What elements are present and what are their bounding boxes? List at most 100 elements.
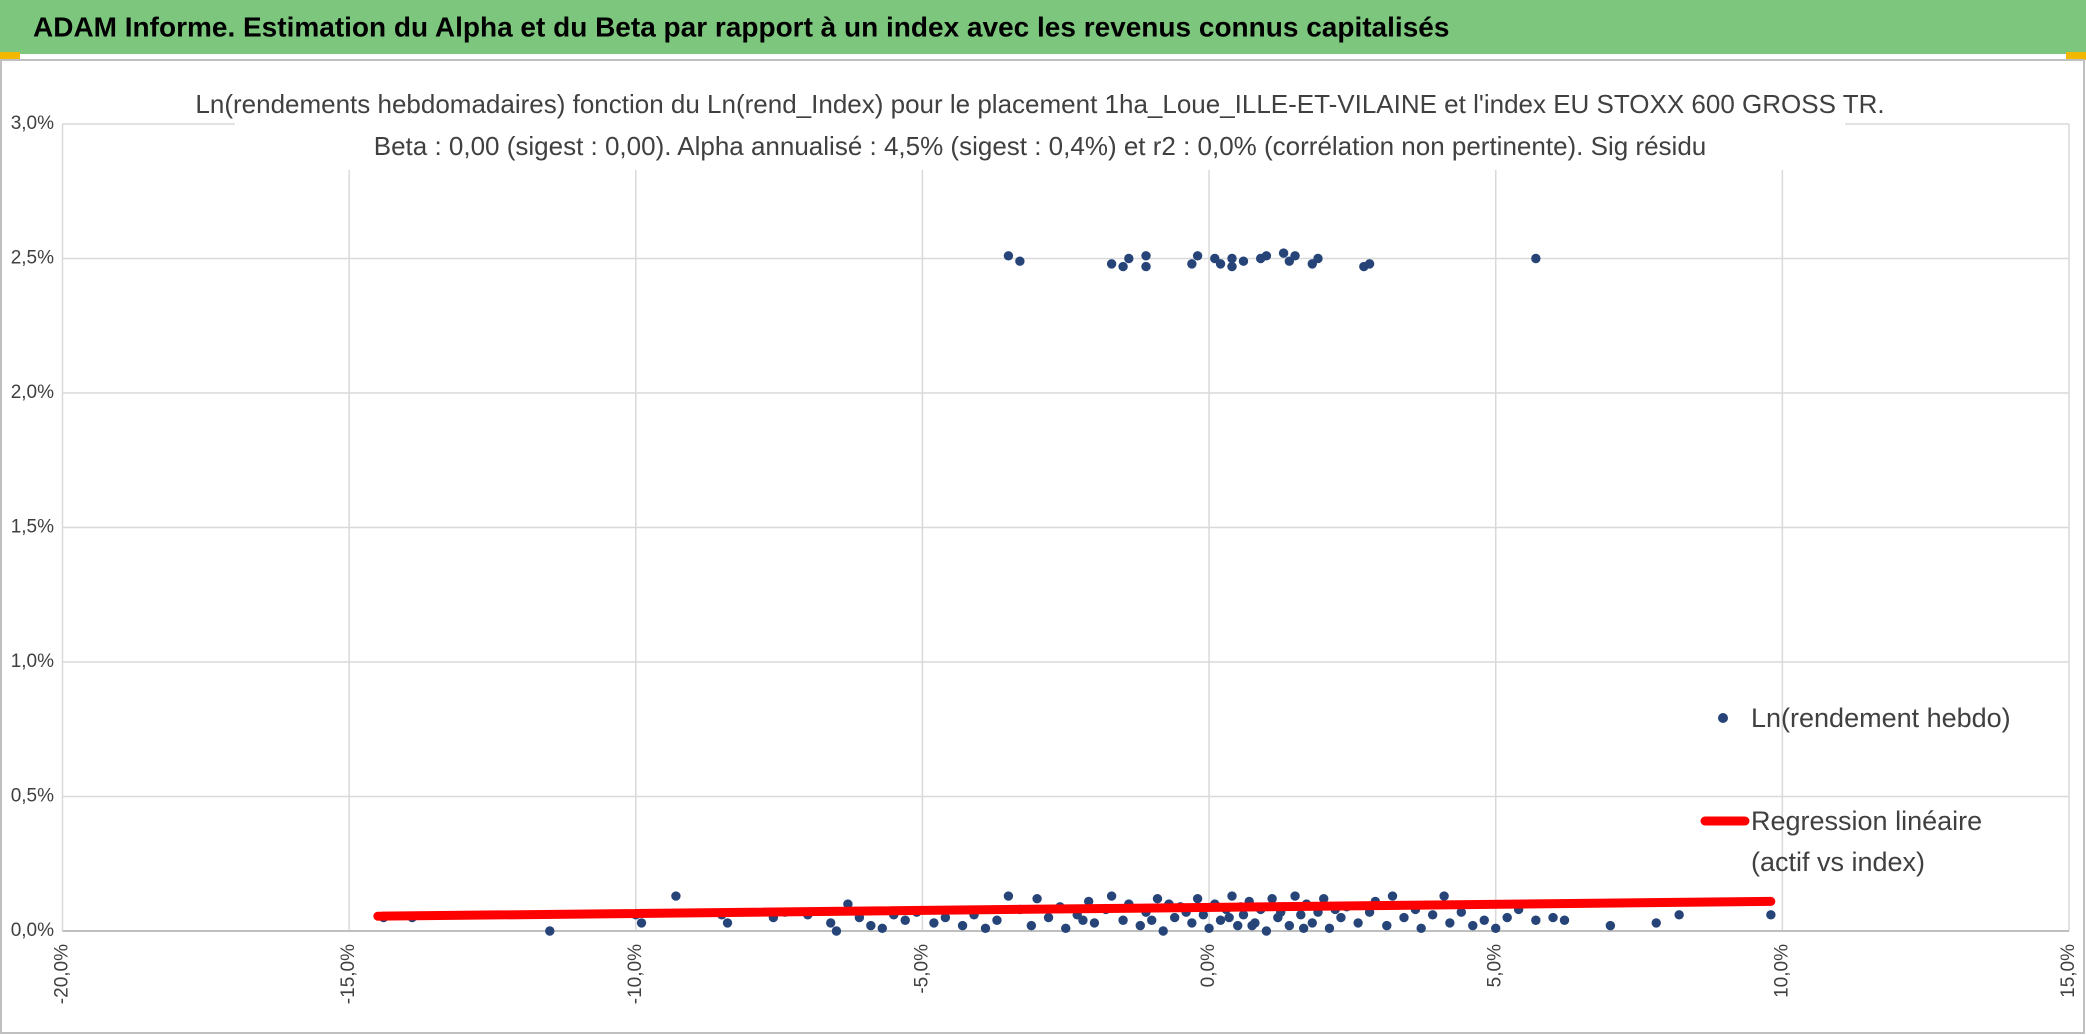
point: [900, 915, 910, 925]
point: [545, 926, 555, 936]
point: [1319, 894, 1329, 904]
point: [1284, 920, 1295, 931]
point: [636, 918, 647, 928]
point: [1382, 920, 1392, 931]
point: [1187, 259, 1197, 269]
point: [1261, 251, 1272, 261]
y-tick-label: 1,0%: [11, 651, 54, 672]
point: [1313, 253, 1323, 264]
x-tick-label: -15,0%: [338, 944, 359, 1004]
point: [1043, 912, 1054, 923]
point: [1766, 910, 1776, 920]
regression-line: [373, 896, 1776, 921]
point: [1674, 910, 1684, 920]
point: [1089, 918, 1100, 928]
point: [929, 918, 939, 928]
point: [1416, 923, 1426, 934]
point: [1278, 248, 1289, 258]
point: [1141, 251, 1151, 261]
point: [1003, 891, 1014, 901]
point: [1135, 920, 1145, 931]
point: [957, 920, 968, 931]
point: [1247, 920, 1257, 931]
x-tick-label: 10,0%: [1771, 944, 1792, 998]
point: [1307, 918, 1317, 928]
y-tick-label: 2,5%: [11, 248, 54, 269]
point: [1003, 251, 1014, 261]
point: [1468, 920, 1478, 931]
point: [877, 923, 887, 934]
legend-label: Regression linéaire (actif vs index): [1751, 806, 1983, 877]
point: [1227, 253, 1237, 264]
point: [826, 918, 836, 928]
point: [1651, 918, 1661, 928]
y-tick-label: 1,5%: [11, 517, 54, 538]
title-background: [235, 86, 1845, 170]
legend-marker: [1718, 713, 1728, 723]
chart-subtitle: Beta : 0,00 (sigest : 0,00). Alpha annua…: [374, 131, 1707, 161]
point: [1124, 253, 1134, 264]
point: [1559, 915, 1570, 925]
corner-mark: [2066, 52, 2086, 60]
point: [1456, 907, 1467, 917]
x-tick-label: 15,0%: [2058, 944, 2079, 998]
point: [1324, 923, 1335, 934]
point: [1531, 915, 1541, 925]
point: [1399, 912, 1409, 923]
point: [1083, 896, 1094, 907]
corner-mark: [0, 52, 20, 60]
x-tick-label: -5,0%: [911, 944, 932, 994]
point: [1296, 910, 1306, 920]
point: [1387, 891, 1398, 901]
point: [1215, 915, 1226, 925]
point: [1336, 912, 1346, 923]
point: [1227, 891, 1237, 901]
point: [1261, 926, 1272, 936]
point: [1026, 920, 1037, 931]
y-tick-label: 3,0%: [11, 113, 54, 134]
point: [1548, 912, 1558, 923]
point: [1445, 918, 1455, 928]
point: [992, 915, 1002, 925]
point: [1118, 915, 1128, 925]
point: [1032, 894, 1042, 904]
point: [1187, 918, 1197, 928]
point: [1491, 923, 1501, 934]
point: [671, 891, 681, 901]
point: [1353, 918, 1363, 928]
x-tick-label: 0,0%: [1198, 944, 1219, 987]
point: [1531, 253, 1541, 264]
point: [1106, 891, 1117, 901]
point: [1605, 920, 1616, 931]
point: [1224, 912, 1234, 923]
point: [843, 899, 853, 909]
chart-title: Ln(rendements hebdomadaires) fonction du…: [195, 89, 1884, 119]
point: [940, 912, 951, 923]
point: [1298, 923, 1309, 934]
y-tick-label: 2,0%: [11, 382, 54, 403]
point: [1152, 894, 1163, 904]
point: [1215, 259, 1226, 269]
header-title: ADAM Informe. Estimation du Alpha et du …: [33, 11, 1449, 42]
point: [1364, 259, 1375, 269]
x-tick-label: -10,0%: [625, 944, 646, 1004]
point: [1439, 891, 1449, 901]
point: [1479, 915, 1489, 925]
point: [1227, 261, 1237, 272]
x-tick-label: 5,0%: [1485, 944, 1506, 987]
point: [1502, 912, 1512, 923]
chart-border: [0, 59, 2085, 1034]
point: [1147, 915, 1157, 925]
y-tick-label: 0,5%: [11, 786, 54, 807]
point: [1290, 251, 1300, 261]
point: [1158, 926, 1168, 936]
point: [1198, 910, 1209, 920]
point: [722, 918, 733, 928]
point: [1233, 920, 1243, 931]
point: [1204, 923, 1214, 934]
point: [831, 926, 842, 936]
point: [1192, 894, 1203, 904]
point: [1238, 256, 1249, 266]
point: [1106, 259, 1117, 269]
